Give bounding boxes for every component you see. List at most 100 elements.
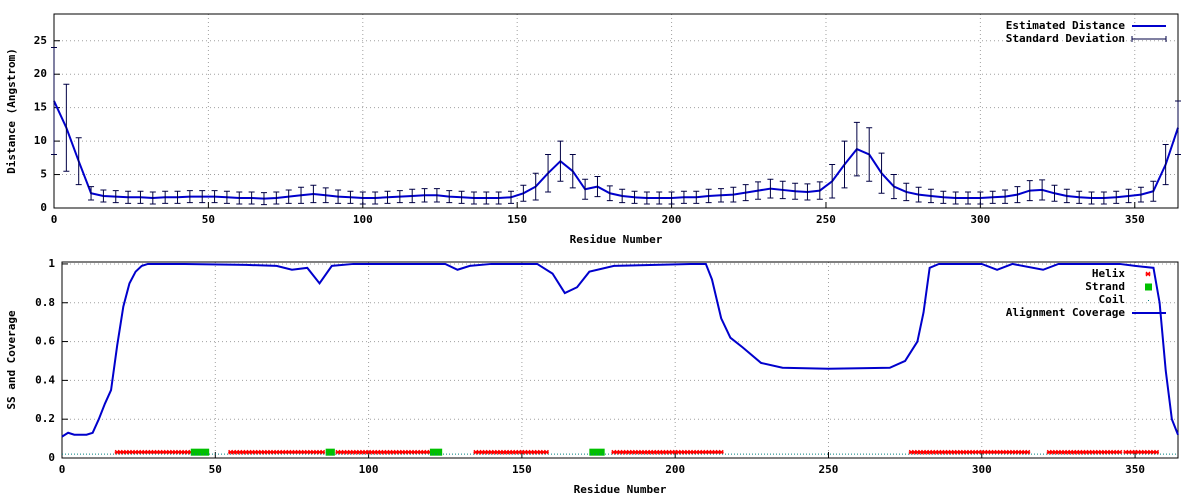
error-bar (409, 188, 416, 204)
error-bar (717, 188, 724, 203)
error-bar (137, 190, 144, 204)
error-bar (88, 186, 95, 201)
error-bar (853, 121, 860, 177)
error-bar (1113, 190, 1120, 204)
helix-marker (1154, 449, 1160, 455)
error-bar (273, 191, 280, 205)
legend-label: Strand (1085, 280, 1125, 293)
x-tick-label: 350 (1125, 463, 1145, 476)
error-bar (1026, 180, 1033, 202)
x-axis-label: Residue Number (570, 233, 663, 246)
error-bar (792, 182, 799, 200)
error-bar (643, 191, 650, 205)
legend-swatch (1148, 300, 1149, 301)
error-bar (248, 191, 255, 205)
error-bar (1039, 179, 1046, 201)
error-bar (1014, 186, 1021, 204)
ss-segment (589, 448, 605, 456)
error-bar (1002, 189, 1009, 204)
error-bar (977, 191, 984, 205)
legend-label: Standard Deviation (1006, 32, 1125, 45)
strand-block (589, 448, 605, 456)
x-tick-label: 0 (59, 463, 66, 476)
error-bar (569, 153, 576, 189)
error-bar (582, 178, 589, 200)
strand-block (325, 448, 335, 456)
y-tick-label: 20 (34, 67, 47, 80)
error-bar (594, 176, 601, 198)
error-bar (1125, 188, 1132, 204)
error-bar (495, 191, 502, 205)
error-bar (1076, 190, 1083, 204)
error-bar (100, 189, 107, 203)
x-tick-label: 100 (353, 213, 373, 226)
error-bar (903, 182, 910, 202)
error-bar (396, 190, 403, 204)
y-tick-label: 0.6 (35, 335, 55, 348)
ss-segment (335, 449, 433, 455)
error-bar (298, 186, 305, 204)
error-bar (335, 189, 342, 204)
legend-label: Estimated Distance (1006, 19, 1126, 32)
error-bar (829, 164, 836, 199)
ss-segment (473, 449, 549, 455)
error-bar (952, 191, 959, 205)
error-bar (199, 190, 206, 204)
error-bar (619, 188, 626, 204)
x-axis-label: Residue Number (574, 483, 667, 496)
error-bar (359, 191, 366, 205)
error-bar (446, 190, 453, 204)
y-tick-label: 1 (48, 257, 55, 270)
x-tick-label: 50 (202, 213, 215, 226)
y-tick-label: 10 (34, 134, 47, 147)
error-bar (755, 181, 762, 200)
error-bar (310, 184, 317, 204)
data-line (61, 262, 1179, 438)
error-bar (372, 191, 379, 205)
x-tick-label: 0 (51, 213, 58, 226)
plot-frame (61, 261, 1179, 459)
x-tick-label: 150 (512, 463, 532, 476)
error-bar (557, 140, 564, 182)
error-bar (1063, 188, 1070, 204)
error-bar (631, 190, 638, 204)
y-tick-label: 15 (34, 101, 47, 114)
error-bar (186, 190, 193, 204)
y-tick-label: 0 (40, 201, 47, 214)
y-tick-label: 0.8 (35, 296, 55, 309)
y-tick-label: 0.2 (35, 412, 55, 425)
helix-marker (543, 449, 549, 455)
error-bar (483, 191, 490, 205)
error-bar (51, 46, 57, 155)
y-tick-label: 0.4 (35, 373, 55, 386)
error-bar (458, 190, 465, 204)
error-bar (508, 190, 515, 204)
y-axis-label: Distance (Angstrom) (5, 48, 18, 174)
error-bar (520, 184, 527, 202)
x-tick-label: 300 (972, 463, 992, 476)
error-bar (767, 178, 774, 199)
error-bar (322, 187, 329, 204)
error-bar (421, 188, 428, 203)
data-line (53, 100, 1179, 200)
error-bar (730, 186, 737, 203)
error-bar (545, 153, 552, 193)
error-bar (162, 190, 169, 204)
ss-segment (114, 449, 194, 455)
error-bar (470, 191, 477, 205)
error-bar (915, 186, 922, 203)
x-tick-label: 350 (1125, 213, 1145, 226)
ss-segment (611, 449, 724, 455)
ss-segment (190, 448, 210, 456)
error-bar (223, 190, 230, 204)
error-bar (816, 181, 823, 200)
strand-block (190, 448, 210, 456)
ss-segment (429, 448, 443, 456)
y-axis-label: SS and Coverage (5, 310, 18, 410)
strand-block (429, 448, 443, 456)
error-bar (174, 190, 181, 204)
x-tick-label: 100 (359, 463, 379, 476)
